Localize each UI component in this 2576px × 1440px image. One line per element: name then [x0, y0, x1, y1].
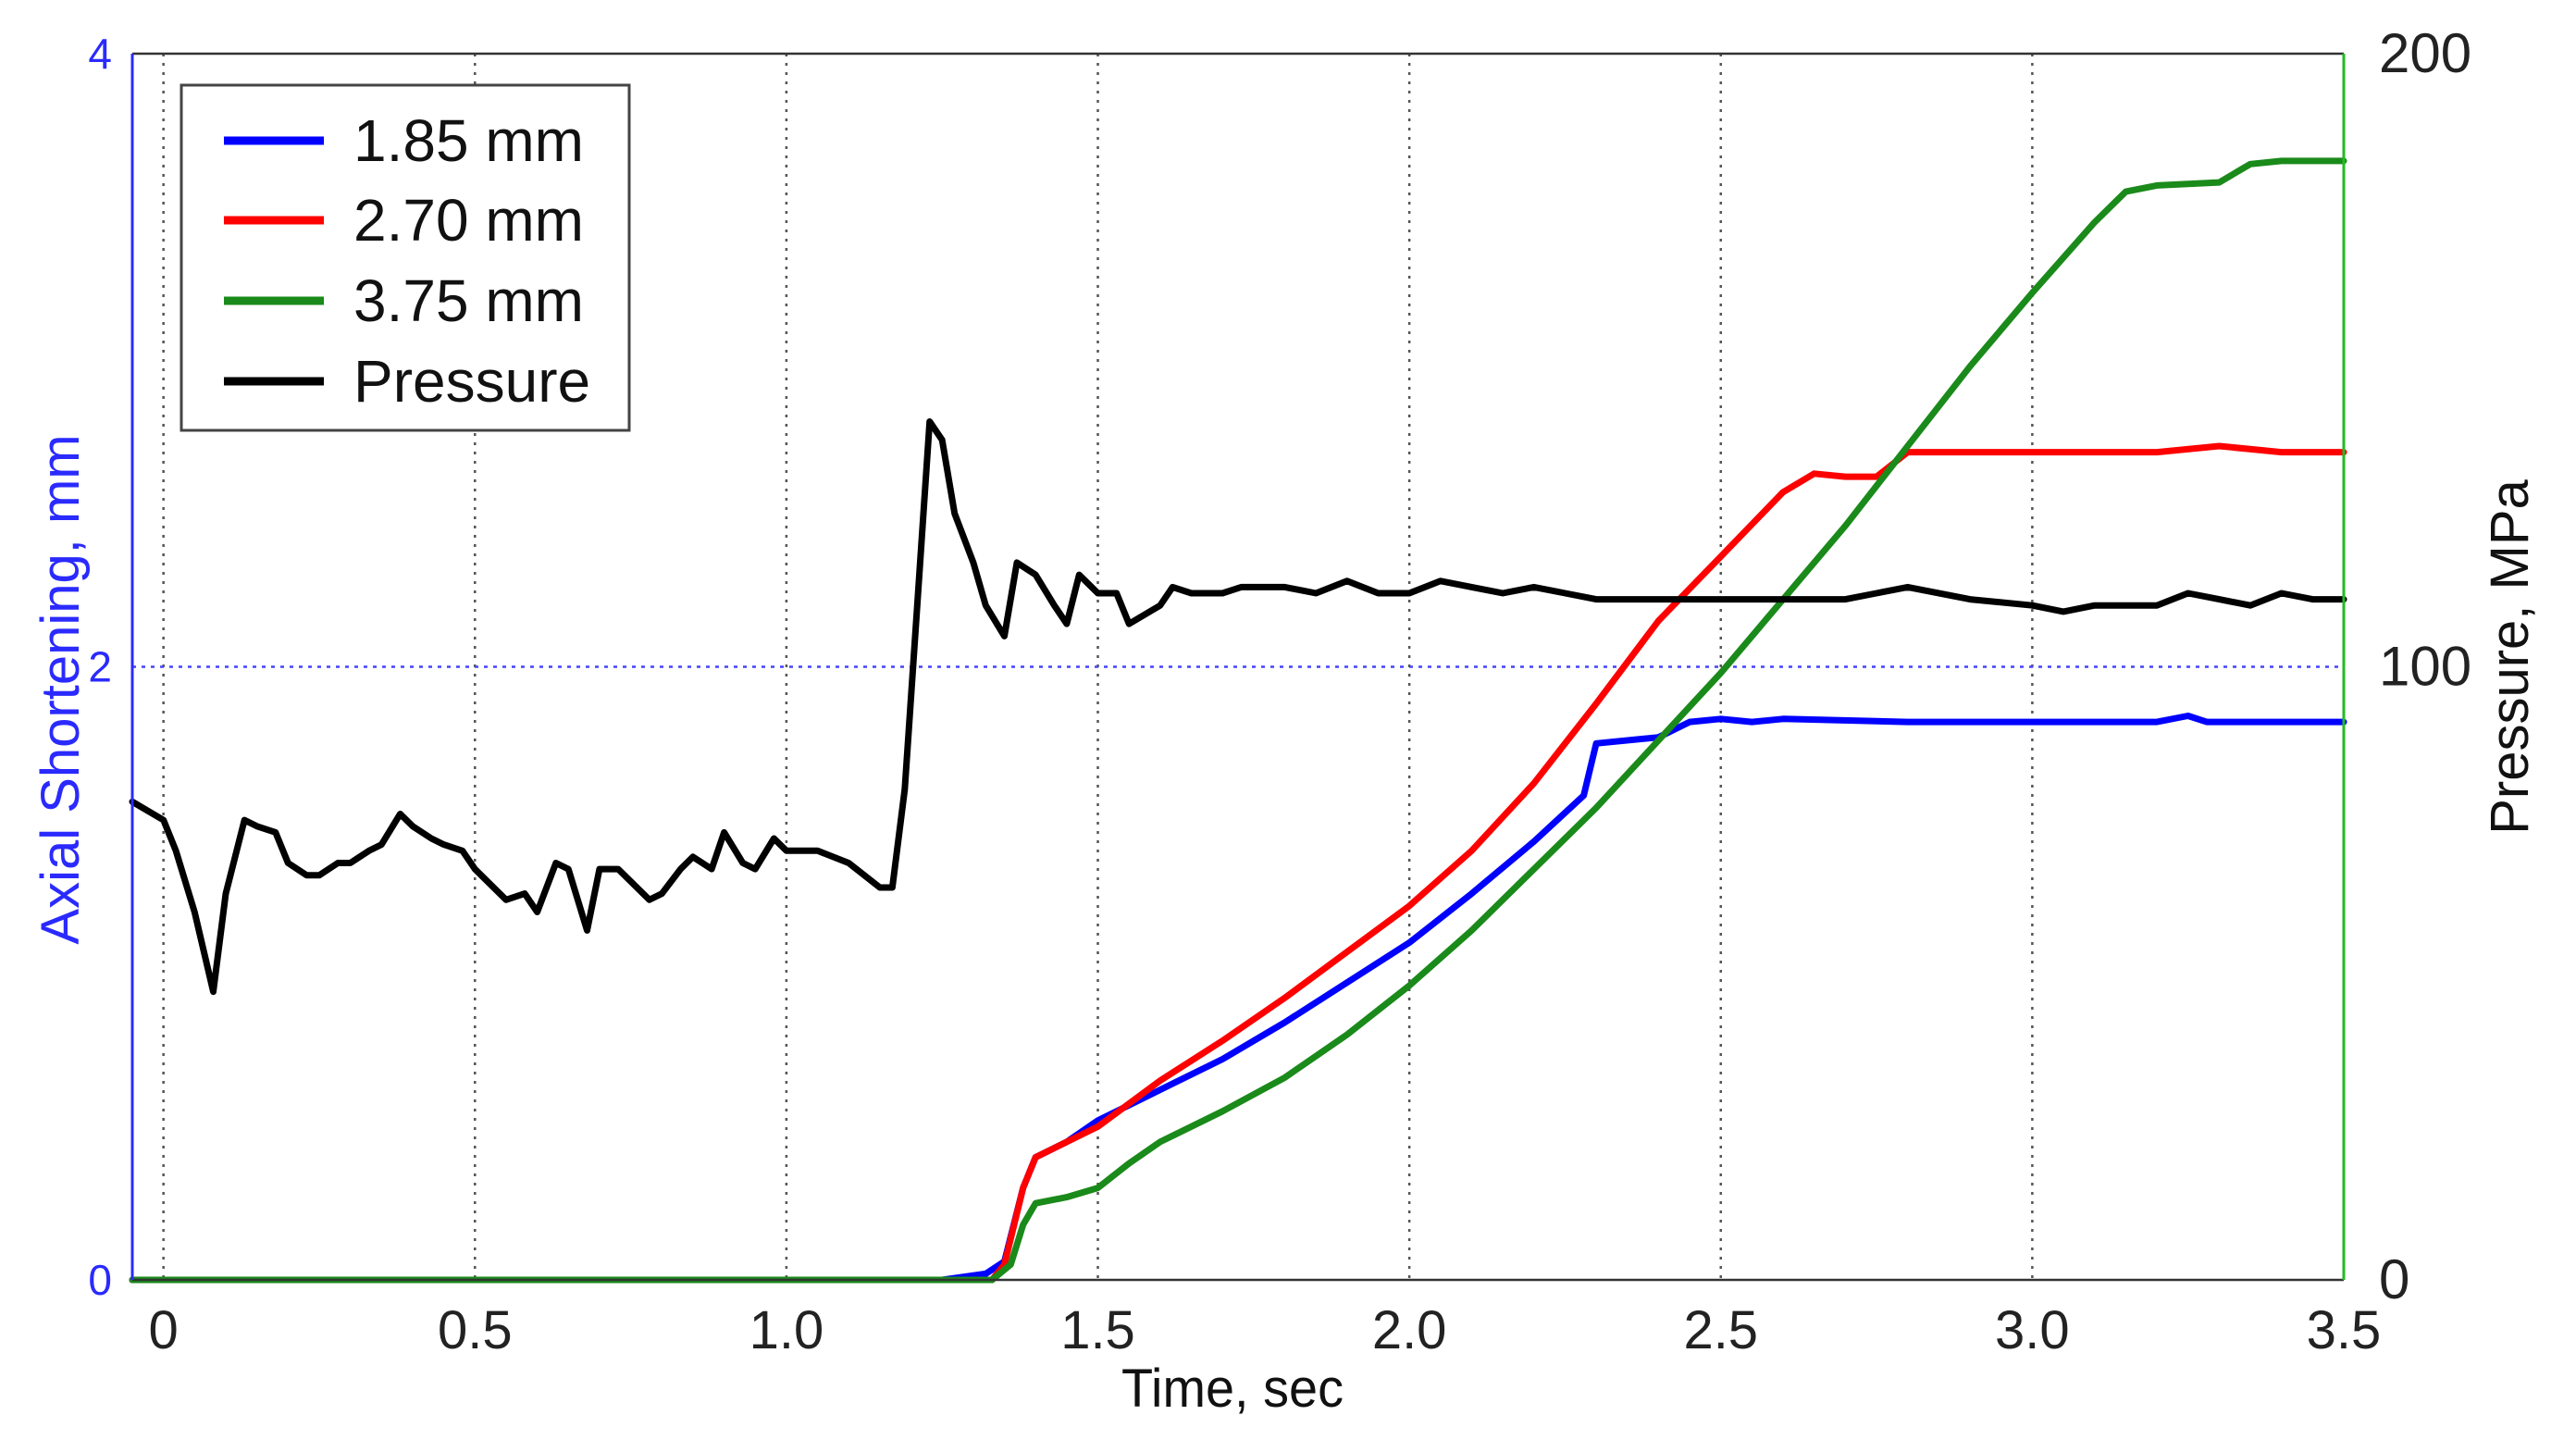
legend-label-pressure: Pressure: [353, 348, 590, 415]
x-tick-label-1: 0.5: [438, 1300, 513, 1360]
series-line-1: [129, 442, 2347, 1284]
x-tick-label-6: 3.0: [1995, 1300, 2070, 1360]
y2-tick-label-0: 0: [2379, 1248, 2409, 1310]
x-tick-label-3: 1.5: [1060, 1300, 1135, 1360]
x-tick-label-0: 0: [149, 1300, 179, 1360]
y-tick-label-1: 2: [88, 643, 112, 691]
y-axis-title: Axial Shortening, mm: [31, 434, 91, 944]
legend-label-1-85mm: 1.85 mm: [353, 107, 584, 174]
x-tick-label-4: 2.0: [1372, 1300, 1447, 1360]
y2-tick-label-1: 100: [2379, 636, 2471, 698]
series-line-2: [129, 157, 2347, 1284]
y-tick-label-0: 0: [88, 1256, 112, 1304]
legend: 1.85 mm 2.70 mm 3.75 mm Pressure: [180, 83, 631, 432]
y2-tick-label-2: 200: [2379, 22, 2471, 84]
axes: [130, 52, 2346, 1282]
series-line-3: [129, 418, 2347, 996]
y2-axis-title: Pressure, MPa: [2480, 478, 2540, 834]
series-layer: [129, 157, 2347, 1284]
x-tick-label-7: 3.5: [2307, 1300, 2382, 1360]
x-tick-label-2: 1.0: [749, 1300, 824, 1360]
legend-label-2-70mm: 2.70 mm: [353, 187, 584, 254]
legend-label-3-75mm: 3.75 mm: [353, 267, 584, 334]
x-tick-label-5: 2.5: [1683, 1300, 1758, 1360]
x-axis-title: Time, sec: [1121, 1359, 1344, 1419]
y-tick-label-2: 4: [88, 30, 112, 78]
